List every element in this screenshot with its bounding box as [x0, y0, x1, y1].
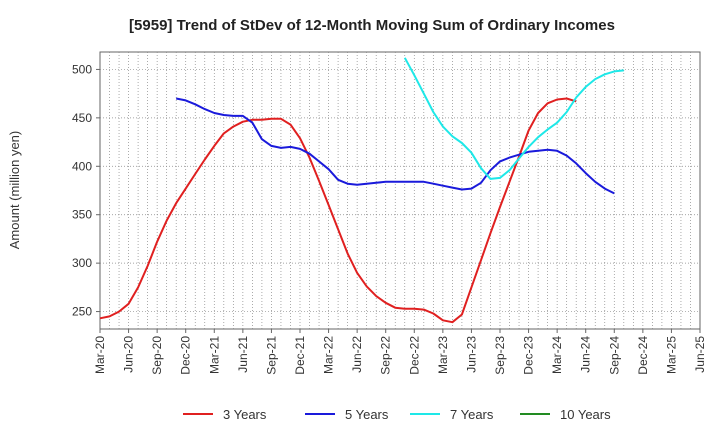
x-tick-label: Jun-25 — [693, 336, 707, 373]
y-tick-label: 350 — [72, 208, 92, 222]
y-axis: 250 300 350 400 450 500 — [72, 62, 100, 319]
y-tick-label: 250 — [72, 305, 92, 319]
x-tick-label: Jun-22 — [350, 336, 364, 373]
x-tick-label: Mar-24 — [550, 336, 564, 374]
x-tick-label: Dec-20 — [179, 336, 193, 375]
x-tick-label: Mar-20 — [93, 336, 107, 374]
legend: 3 Years 5 Years 7 Years 10 Years — [183, 407, 611, 422]
x-tick-label: Dec-23 — [522, 336, 536, 375]
legend-label: 7 Years — [450, 407, 494, 422]
y-tick-label: 450 — [72, 111, 92, 125]
x-tick-label: Jun-23 — [464, 336, 478, 373]
x-tick-label: Sep-20 — [150, 336, 164, 375]
series-line-5-years — [176, 97, 615, 195]
series-line-3-years — [99, 97, 577, 324]
x-tick-label: Sep-24 — [607, 336, 621, 375]
x-tick-label: Mar-21 — [207, 336, 221, 374]
legend-label: 10 Years — [560, 407, 611, 422]
y-tick-label: 300 — [72, 256, 92, 270]
y-tick-label: 400 — [72, 159, 92, 173]
legend-label: 3 Years — [223, 407, 267, 422]
x-tick-label: Mar-23 — [436, 336, 450, 374]
x-tick-label: Sep-22 — [379, 336, 393, 375]
chart-title: [5959] Trend of StDev of 12-Month Moving… — [129, 17, 615, 34]
x-tick-label: Mar-22 — [322, 336, 336, 374]
x-tick-label: Jun-20 — [122, 336, 136, 373]
x-tick-label: Jun-24 — [579, 336, 593, 373]
x-tick-label: Jun-21 — [236, 336, 250, 373]
series-line-7-years — [403, 57, 624, 180]
plot-area — [99, 51, 701, 330]
x-tick-label: Dec-21 — [293, 336, 307, 375]
x-tick-label: Dec-24 — [636, 336, 650, 375]
x-tick-label: Mar-25 — [664, 336, 678, 374]
x-tick-label: Dec-22 — [407, 336, 421, 375]
y-axis-label: Amount (million yen) — [7, 131, 22, 250]
x-tick-label: Sep-23 — [493, 336, 507, 375]
y-tick-label: 500 — [72, 62, 92, 76]
series-lines — [99, 57, 624, 324]
x-tick-label: Sep-21 — [264, 336, 278, 375]
x-axis: Mar-20 Jun-20 Sep-20 Dec-20 Mar-21 Jun-21 Sep-… — [93, 329, 707, 375]
grid — [100, 52, 700, 329]
legend-label: 5 Years — [345, 407, 389, 422]
